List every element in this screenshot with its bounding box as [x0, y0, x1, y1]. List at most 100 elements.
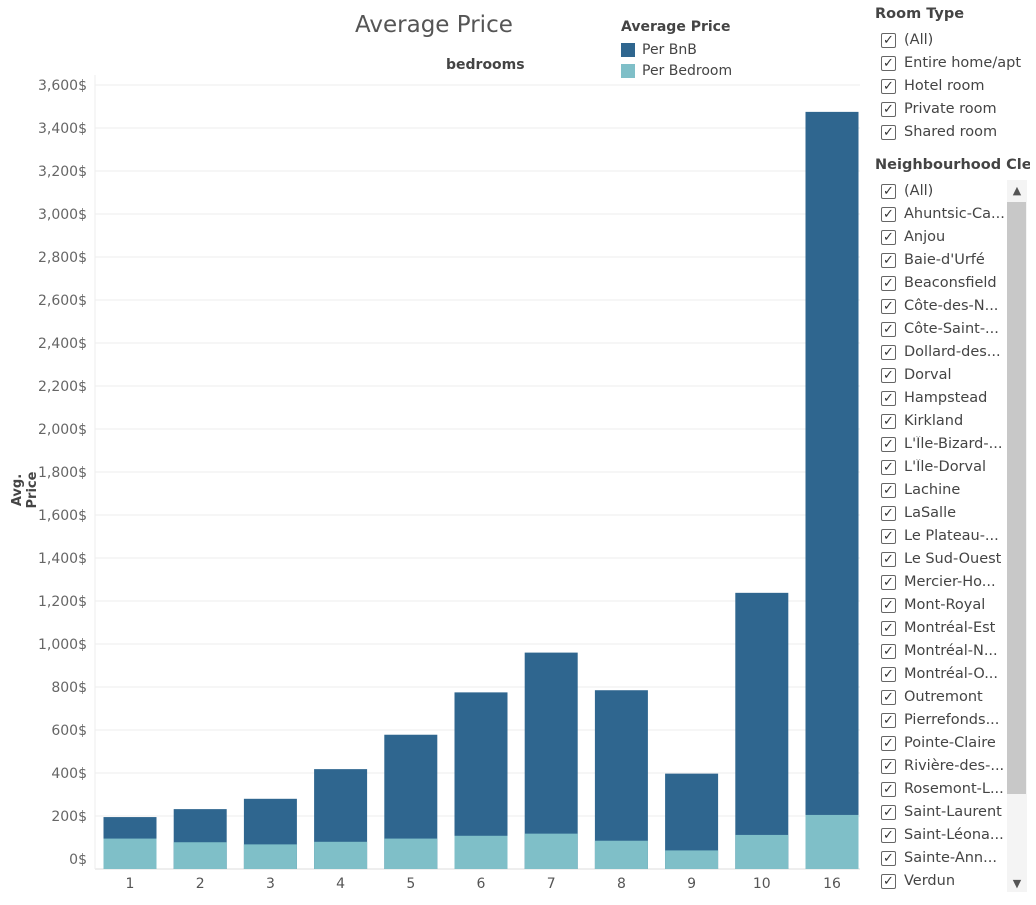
room-type-item[interactable]: ✓ Shared room — [881, 121, 997, 143]
neighbourhood-scrollbar[interactable]: ▲ ▼ — [1007, 180, 1027, 892]
neighbourhood-item[interactable]: ✓ Mercier-Ho... — [881, 571, 996, 593]
checkbox-icon[interactable]: ✓ — [881, 712, 896, 728]
neighbourhood-item[interactable]: ✓ LaSalle — [881, 502, 956, 524]
checkbox-icon[interactable]: ✓ — [881, 620, 896, 636]
neighbourhood-item[interactable]: ✓ Anjou — [881, 226, 945, 248]
checkbox-icon[interactable]: ✓ — [881, 252, 896, 268]
checkbox-icon[interactable]: ✓ — [881, 183, 896, 199]
checkbox-icon[interactable]: ✓ — [881, 827, 896, 843]
neighbourhood-item[interactable]: ✓ Saint-Laurent — [881, 801, 1002, 823]
x-tick-label: 5 — [406, 876, 415, 892]
checkbox-icon[interactable]: ✓ — [881, 298, 896, 314]
neighbourhood-item-label: Hampstead — [904, 390, 988, 406]
checkbox-icon[interactable]: ✓ — [881, 735, 896, 751]
neighbourhood-item[interactable]: ✓ Rivière-des-... — [881, 755, 1004, 777]
checkbox-icon[interactable]: ✓ — [881, 482, 896, 498]
checkbox-icon[interactable]: ✓ — [881, 436, 896, 452]
checkbox-icon[interactable]: ✓ — [881, 344, 896, 360]
neighbourhood-item[interactable]: ✓ Montréal-O... — [881, 663, 998, 685]
checkbox-icon[interactable]: ✓ — [881, 551, 896, 567]
checkbox-icon[interactable]: ✓ — [881, 275, 896, 291]
neighbourhood-item[interactable]: ✓ Montréal-N... — [881, 640, 998, 662]
bar-per-bedroom[interactable] — [314, 841, 368, 869]
neighbourhood-item[interactable]: ✓ Kirkland — [881, 410, 963, 432]
checkbox-icon[interactable]: ✓ — [881, 873, 896, 889]
room-type-item[interactable]: ✓ Entire home/apt — [881, 52, 1021, 74]
checkbox-icon[interactable]: ✓ — [881, 689, 896, 705]
checkbox-icon[interactable]: ✓ — [881, 666, 896, 682]
neighbourhood-item[interactable]: ✓ Mont-Royal — [881, 594, 985, 616]
checkbox-icon[interactable]: ✓ — [881, 459, 896, 475]
bar-per-bedroom[interactable] — [103, 838, 157, 869]
checkbox-icon[interactable]: ✓ — [881, 781, 896, 797]
checkbox-icon[interactable]: ✓ — [881, 574, 896, 590]
y-axis-label: Avg. Price — [10, 471, 40, 509]
checkbox-icon[interactable]: ✓ — [881, 124, 896, 140]
checkbox-icon[interactable]: ✓ — [881, 643, 896, 659]
bar-per-bedroom[interactable] — [173, 842, 227, 869]
room-type-item[interactable]: ✓ (All) — [881, 29, 933, 51]
bar-per-bedroom[interactable] — [665, 850, 719, 869]
scroll-up-icon[interactable]: ▲ — [1012, 183, 1022, 197]
neighbourhood-item[interactable]: ✓ Le Sud-Ouest — [881, 548, 1001, 570]
bar-per-bedroom[interactable] — [735, 834, 789, 869]
checkbox-icon[interactable]: ✓ — [881, 505, 896, 521]
neighbourhood-item[interactable]: ✓ Verdun — [881, 870, 955, 892]
scroll-thumb[interactable] — [1007, 202, 1026, 794]
neighbourhood-item[interactable]: ✓ Baie-d'Urfé — [881, 249, 985, 271]
neighbourhood-item-label: Saint-Laurent — [904, 804, 1002, 820]
bar-per-bnb[interactable] — [735, 592, 789, 869]
room-type-item[interactable]: ✓ Hotel room — [881, 75, 985, 97]
neighbourhood-item[interactable]: ✓ Lachine — [881, 479, 960, 501]
bar-per-bedroom[interactable] — [594, 840, 648, 869]
checkbox-icon[interactable]: ✓ — [881, 758, 896, 774]
checkbox-icon[interactable]: ✓ — [881, 32, 896, 48]
bar-per-bedroom[interactable] — [805, 814, 859, 869]
checkbox-icon[interactable]: ✓ — [881, 528, 896, 544]
bar-per-bedroom[interactable] — [454, 835, 508, 869]
neighbourhood-item[interactable]: ✓ Outremont — [881, 686, 983, 708]
scroll-down-icon[interactable]: ▼ — [1012, 876, 1022, 890]
y-tick-label: 800$ — [51, 680, 87, 696]
neighbourhood-item[interactable]: ✓ Pierrefonds... — [881, 709, 999, 731]
neighbourhood-item[interactable]: ✓ (All) — [881, 180, 933, 202]
bar-per-bnb[interactable] — [805, 111, 859, 869]
checkbox-icon[interactable]: ✓ — [881, 850, 896, 866]
neighbourhood-item[interactable]: ✓ L'Île-Bizard-... — [881, 433, 1002, 455]
checkbox-icon[interactable]: ✓ — [881, 321, 896, 337]
checkbox-icon[interactable]: ✓ — [881, 206, 896, 222]
neighbourhood-item[interactable]: ✓ Côte-des-N... — [881, 295, 998, 317]
checkbox-icon[interactable]: ✓ — [881, 597, 896, 613]
neighbourhood-item[interactable]: ✓ Ahuntsic-Ca... — [881, 203, 1005, 225]
neighbourhood-item[interactable]: ✓ Dorval — [881, 364, 952, 386]
bar-per-bedroom[interactable] — [243, 844, 297, 869]
neighbourhood-item[interactable]: ✓ Côte-Saint-... — [881, 318, 999, 340]
bar-per-bedroom[interactable] — [384, 838, 438, 869]
neighbourhood-item[interactable]: ✓ Rosemont-L... — [881, 778, 1004, 800]
neighbourhood-item[interactable]: ✓ Montréal-Est — [881, 617, 995, 639]
neighbourhood-item[interactable]: ✓ Sainte-Ann... — [881, 847, 997, 869]
checkbox-icon[interactable]: ✓ — [881, 367, 896, 383]
room-type-item[interactable]: ✓ Private room — [881, 98, 997, 120]
bar-per-bnb[interactable] — [594, 690, 648, 869]
checkbox-icon[interactable]: ✓ — [881, 55, 896, 71]
checkbox-icon[interactable]: ✓ — [881, 413, 896, 429]
neighbourhood-item[interactable]: ✓ Beaconsfield — [881, 272, 997, 294]
checkbox-icon[interactable]: ✓ — [881, 229, 896, 245]
bar-per-bedroom[interactable] — [524, 833, 578, 869]
legend-item-per-bedroom[interactable]: Per Bedroom — [621, 60, 732, 81]
checkbox-icon[interactable]: ✓ — [881, 390, 896, 406]
neighbourhood-item[interactable]: ✓ Saint-Léona... — [881, 824, 1004, 846]
checkbox-icon[interactable]: ✓ — [881, 804, 896, 820]
neighbourhood-item[interactable]: ✓ Hampstead — [881, 387, 987, 409]
x-tick-label: 8 — [617, 876, 626, 892]
bar-per-bnb[interactable] — [524, 652, 578, 869]
checkbox-icon[interactable]: ✓ — [881, 78, 896, 94]
neighbourhood-item[interactable]: ✓ Pointe-Claire — [881, 732, 996, 754]
legend-item-per-bnb[interactable]: Per BnB — [621, 39, 732, 60]
neighbourhood-item[interactable]: ✓ Dollard-des... — [881, 341, 1001, 363]
checkbox-icon[interactable]: ✓ — [881, 101, 896, 117]
neighbourhood-item-label: (All) — [904, 183, 934, 199]
neighbourhood-item[interactable]: ✓ Le Plateau-... — [881, 525, 999, 547]
neighbourhood-item[interactable]: ✓ L'Île-Dorval — [881, 456, 986, 478]
